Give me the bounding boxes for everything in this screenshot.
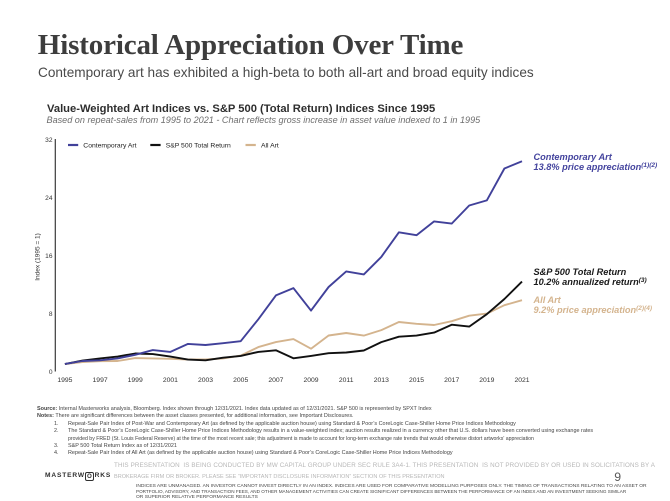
svg-text:2011: 2011	[339, 377, 354, 384]
svg-text:16: 16	[45, 253, 53, 260]
svg-text:All Art: All Art	[261, 142, 279, 149]
svg-text:Index (1995 = 1): Index (1995 = 1)	[35, 233, 42, 281]
svg-text:Contemporary Art: Contemporary Art	[534, 152, 613, 162]
svg-text:All Art: All Art	[533, 295, 562, 305]
svg-text:32: 32	[45, 137, 53, 144]
svg-text:1995: 1995	[57, 377, 72, 384]
svg-text:2019: 2019	[479, 377, 494, 384]
svg-text:2005: 2005	[233, 377, 248, 384]
svg-text:1997: 1997	[93, 377, 108, 384]
svg-text:9.2% price appreciation(2)(4): 9.2% price appreciation(2)(4)	[534, 305, 653, 315]
svg-text:2017: 2017	[444, 377, 459, 384]
svg-text:2021: 2021	[514, 377, 529, 384]
svg-text:0: 0	[49, 369, 53, 376]
svg-text:2009: 2009	[303, 377, 318, 384]
svg-text:8: 8	[49, 311, 53, 318]
svg-text:S&P 500 Total Return: S&P 500 Total Return	[534, 267, 627, 277]
svg-text:1999: 1999	[128, 377, 143, 384]
svg-text:13.8% price appreciation(1)(2): 13.8% price appreciation(1)(2)	[534, 162, 658, 172]
svg-text:2007: 2007	[268, 377, 283, 384]
svg-text:S&P 500 Total Return: S&P 500 Total Return	[166, 142, 231, 149]
svg-text:2013: 2013	[374, 377, 389, 384]
svg-text:10.2% annualized return(3): 10.2% annualized return(3)	[534, 277, 647, 287]
svg-text:2003: 2003	[198, 377, 213, 384]
svg-text:2015: 2015	[409, 377, 424, 384]
svg-text:Contemporary Art: Contemporary Art	[83, 142, 136, 149]
svg-text:24: 24	[45, 195, 53, 202]
svg-text:2001: 2001	[163, 377, 178, 384]
